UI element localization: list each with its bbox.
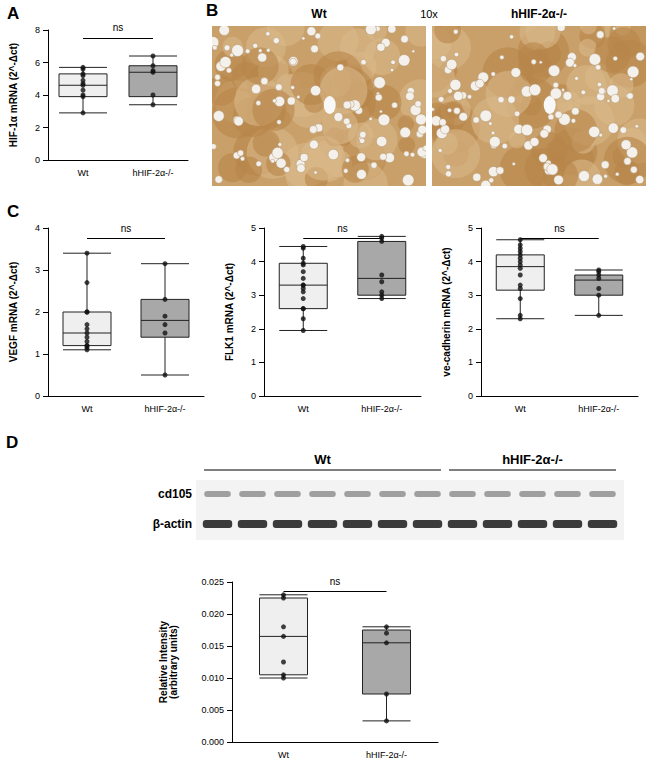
svg-text:B: B — [206, 1, 218, 20]
svg-text:Wt: Wt — [278, 750, 289, 760]
svg-text:hHIF-2α-/-: hHIF-2α-/- — [144, 404, 185, 414]
svg-text:2: 2 — [468, 324, 473, 334]
svg-text:2: 2 — [35, 307, 40, 317]
svg-text:β-actin: β-actin — [153, 517, 192, 531]
svg-text:(arbitrary units): (arbitrary units) — [168, 625, 179, 699]
svg-text:0: 0 — [35, 391, 40, 401]
svg-text:cd105: cd105 — [158, 487, 192, 501]
svg-text:Wt: Wt — [298, 404, 309, 414]
svg-text:8: 8 — [35, 25, 40, 35]
svg-text:D: D — [6, 433, 18, 452]
svg-text:Wt: Wt — [311, 7, 326, 21]
svg-text:Wt: Wt — [82, 404, 93, 414]
svg-text:hHIF-2α-/-: hHIF-2α-/- — [502, 452, 563, 467]
svg-text:1: 1 — [35, 349, 40, 359]
svg-text:1: 1 — [251, 357, 256, 367]
svg-text:4: 4 — [35, 223, 40, 233]
svg-text:ns: ns — [330, 576, 341, 587]
svg-text:4: 4 — [251, 257, 256, 267]
svg-text:4: 4 — [468, 257, 473, 267]
svg-text:3: 3 — [35, 265, 40, 275]
svg-text:3: 3 — [251, 290, 256, 300]
svg-text:3: 3 — [468, 290, 473, 300]
svg-text:Wt: Wt — [515, 404, 526, 414]
svg-text:C: C — [7, 202, 19, 221]
svg-text:0: 0 — [251, 391, 256, 401]
svg-text:2: 2 — [251, 324, 256, 334]
svg-text:ns: ns — [554, 223, 565, 234]
svg-text:Wt: Wt — [78, 168, 89, 178]
svg-text:ns: ns — [121, 223, 132, 234]
svg-text:0.010: 0.010 — [201, 673, 224, 683]
svg-text:A: A — [7, 4, 19, 23]
svg-text:hHIF-2α-/-: hHIF-2α-/- — [132, 168, 173, 178]
svg-text:hHIF-2α-/-: hHIF-2α-/- — [511, 7, 567, 21]
svg-text:hHIF-2α-/-: hHIF-2α-/- — [578, 404, 619, 414]
svg-text:ns: ns — [337, 223, 348, 234]
svg-text:0.015: 0.015 — [201, 641, 224, 651]
svg-text:hHIF-2α-/-: hHIF-2α-/- — [366, 750, 407, 760]
svg-text:4: 4 — [35, 90, 40, 100]
svg-text:0: 0 — [468, 391, 473, 401]
svg-text:Wt: Wt — [314, 452, 331, 467]
svg-text:VEGF mRNA (2^-Δct): VEGF mRNA (2^-Δct) — [8, 262, 19, 362]
svg-text:Relative Intensity: Relative Intensity — [157, 620, 169, 704]
svg-text:5: 5 — [251, 223, 256, 233]
svg-text:0.005: 0.005 — [201, 705, 224, 715]
svg-text:ns: ns — [113, 22, 124, 33]
svg-text:6: 6 — [35, 58, 40, 68]
svg-text:2: 2 — [35, 123, 40, 133]
svg-text:10x: 10x — [420, 8, 438, 20]
svg-text:5: 5 — [468, 223, 473, 233]
svg-text:0: 0 — [35, 155, 40, 165]
svg-text:0.025: 0.025 — [201, 577, 224, 587]
svg-text:0.020: 0.020 — [201, 609, 224, 619]
svg-text:1: 1 — [468, 357, 473, 367]
svg-text:0.000: 0.000 — [201, 737, 224, 747]
svg-text:HIF-1α mRNA (2^-Δct): HIF-1α mRNA (2^-Δct) — [8, 43, 19, 147]
svg-text:hHIF-2α-/-: hHIF-2α-/- — [361, 404, 402, 414]
svg-text:FLK1 mRNA (2^-Δct): FLK1 mRNA (2^-Δct) — [224, 263, 235, 361]
svg-text:ve-cadherin mRNA (2^-Δct): ve-cadherin mRNA (2^-Δct) — [441, 247, 452, 376]
